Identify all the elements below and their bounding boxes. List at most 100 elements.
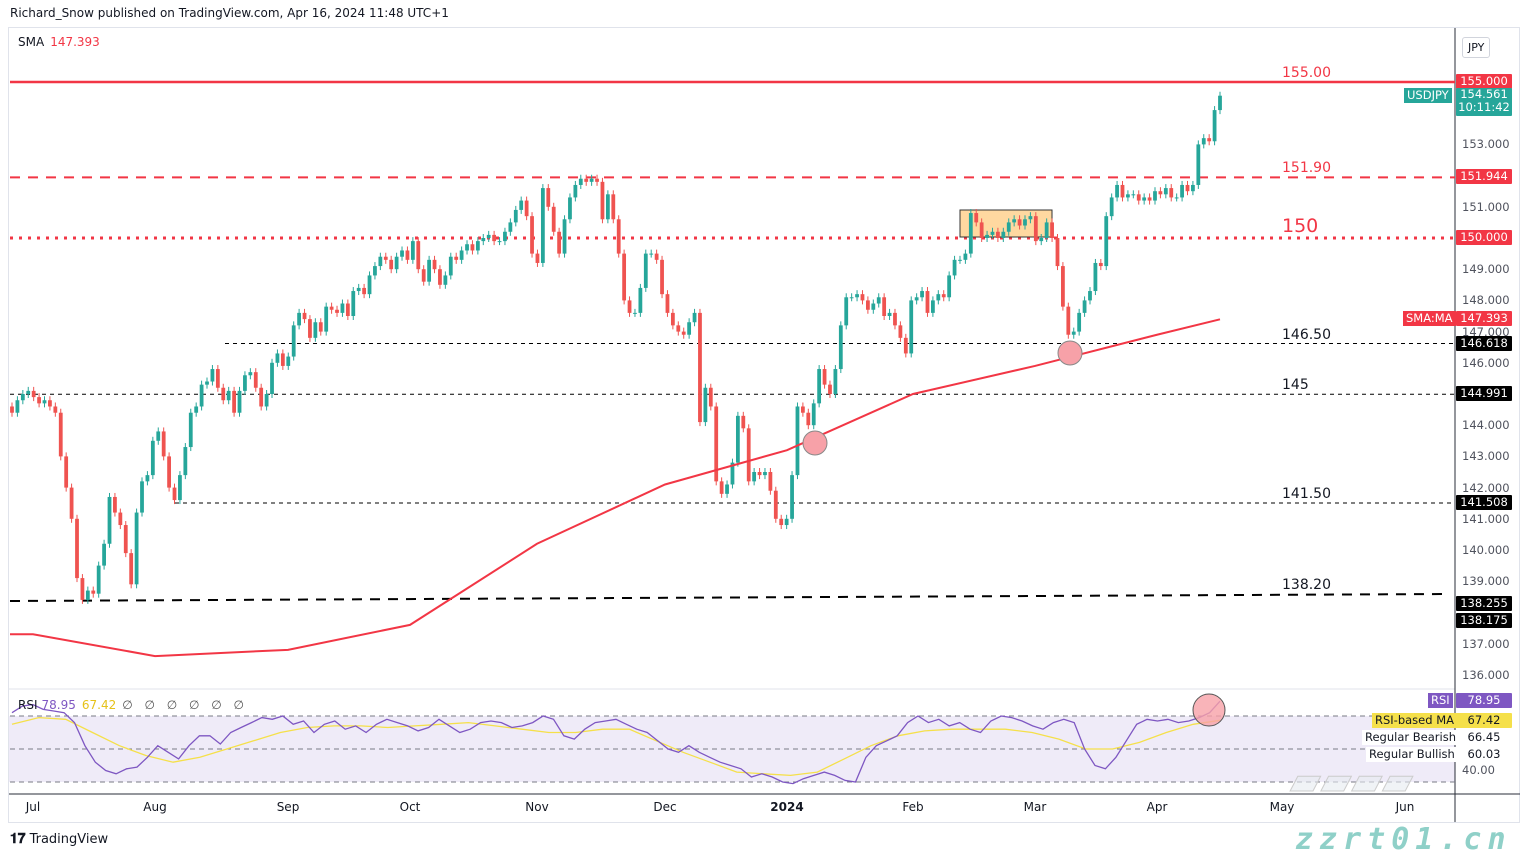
candle[interactable] xyxy=(416,241,421,270)
candle[interactable] xyxy=(37,397,41,404)
candle[interactable] xyxy=(768,472,773,491)
candle[interactable] xyxy=(806,412,811,426)
candle[interactable] xyxy=(795,406,800,476)
currency-label[interactable]: JPY xyxy=(1462,37,1491,58)
candle[interactable] xyxy=(925,291,930,313)
candle[interactable] xyxy=(405,250,410,260)
candle[interactable] xyxy=(546,188,551,207)
candle[interactable] xyxy=(828,384,832,394)
candle[interactable] xyxy=(1104,216,1109,267)
candle[interactable] xyxy=(356,287,361,292)
candle[interactable] xyxy=(308,319,312,338)
candle[interactable] xyxy=(1077,312,1082,332)
candle[interactable] xyxy=(562,219,567,254)
candle[interactable] xyxy=(183,447,188,476)
candle[interactable] xyxy=(746,428,751,482)
candle[interactable] xyxy=(345,303,350,316)
candle[interactable] xyxy=(633,312,637,314)
candle[interactable] xyxy=(838,325,843,370)
candle[interactable] xyxy=(692,312,697,323)
candle[interactable] xyxy=(75,518,79,579)
candle[interactable] xyxy=(1006,222,1011,232)
candle[interactable] xyxy=(113,496,117,513)
sma-legend[interactable]: SMA 147.393 xyxy=(18,35,100,49)
candle[interactable] xyxy=(1136,194,1141,201)
candle[interactable] xyxy=(1017,219,1022,226)
candle[interactable] xyxy=(427,259,432,282)
candle[interactable] xyxy=(1082,300,1087,313)
candle[interactable] xyxy=(757,472,762,476)
candle[interactable] xyxy=(903,337,908,354)
candle[interactable] xyxy=(920,291,924,298)
candle[interactable] xyxy=(540,188,545,263)
candle[interactable] xyxy=(378,256,383,267)
candle[interactable] xyxy=(123,525,128,554)
candle[interactable] xyxy=(1218,95,1222,111)
candle[interactable] xyxy=(432,259,437,270)
candle[interactable] xyxy=(589,178,594,182)
candle[interactable] xyxy=(1055,238,1060,267)
candle[interactable] xyxy=(681,331,686,335)
candle[interactable] xyxy=(1142,197,1147,201)
candle[interactable] xyxy=(226,390,231,401)
candle[interactable] xyxy=(448,256,453,276)
candle[interactable] xyxy=(1012,219,1017,223)
candle[interactable] xyxy=(568,197,572,220)
candle[interactable] xyxy=(129,553,134,585)
candle[interactable] xyxy=(844,297,849,326)
candle[interactable] xyxy=(735,415,740,463)
candle[interactable] xyxy=(595,178,599,182)
candle[interactable] xyxy=(291,325,296,357)
candle[interactable] xyxy=(394,256,399,270)
candle[interactable] xyxy=(248,372,253,376)
candle[interactable] xyxy=(167,456,171,488)
candle[interactable] xyxy=(232,390,236,413)
candle[interactable] xyxy=(286,356,291,366)
candle[interactable] xyxy=(188,412,193,448)
candle[interactable] xyxy=(1109,197,1114,217)
candle[interactable] xyxy=(486,234,491,238)
candle[interactable] xyxy=(362,287,367,295)
candle[interactable] xyxy=(530,216,534,254)
candle[interactable] xyxy=(10,406,14,413)
candle[interactable] xyxy=(1196,144,1201,185)
candle[interactable] xyxy=(497,241,502,243)
candle[interactable] xyxy=(1169,188,1174,198)
candle[interactable] xyxy=(790,475,794,519)
candle[interactable] xyxy=(952,259,957,276)
candle[interactable] xyxy=(194,406,199,413)
candle[interactable] xyxy=(551,206,556,232)
candle[interactable] xyxy=(508,222,513,232)
candle[interactable] xyxy=(438,269,442,285)
candle[interactable] xyxy=(210,369,215,382)
candle[interactable] xyxy=(676,325,681,332)
candle[interactable] xyxy=(670,312,675,326)
candle[interactable] xyxy=(519,200,524,210)
candle[interactable] xyxy=(421,269,426,282)
candle[interactable] xyxy=(205,381,209,385)
candle[interactable] xyxy=(1131,194,1136,196)
candle[interactable] xyxy=(1033,216,1038,242)
candle[interactable] xyxy=(215,369,220,388)
candle[interactable] xyxy=(611,194,616,220)
candle[interactable] xyxy=(627,300,632,313)
candle[interactable] xyxy=(1023,219,1027,226)
candle[interactable] xyxy=(752,472,757,482)
candle[interactable] xyxy=(91,590,96,594)
candle[interactable] xyxy=(687,322,692,335)
candle[interactable] xyxy=(107,496,112,544)
candle[interactable] xyxy=(481,238,486,242)
candle[interactable] xyxy=(465,244,469,251)
candle[interactable] xyxy=(811,403,816,426)
candle[interactable] xyxy=(1098,262,1103,267)
candle[interactable] xyxy=(134,512,139,585)
candle[interactable] xyxy=(102,543,106,566)
candle[interactable] xyxy=(264,394,269,407)
candle[interactable] xyxy=(259,387,264,407)
candle[interactable] xyxy=(313,322,318,338)
candle[interactable] xyxy=(1061,266,1065,307)
candle[interactable] xyxy=(643,253,648,288)
candle[interactable] xyxy=(936,294,941,301)
candle[interactable] xyxy=(584,178,589,182)
